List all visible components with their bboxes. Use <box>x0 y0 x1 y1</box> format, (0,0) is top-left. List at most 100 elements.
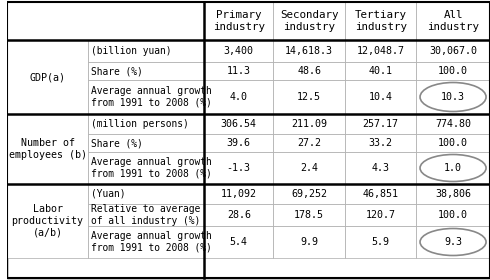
Text: 12,048.7: 12,048.7 <box>357 46 405 56</box>
Text: 39.6: 39.6 <box>227 138 251 148</box>
Text: -1.3: -1.3 <box>227 163 251 173</box>
Bar <box>345 184 416 204</box>
Text: Share (%): Share (%) <box>91 138 143 148</box>
Text: 257.17: 257.17 <box>363 119 399 129</box>
Text: 306.54: 306.54 <box>221 119 257 129</box>
Text: Relative to average
of all industry (%): Relative to average of all industry (%) <box>91 204 200 226</box>
Text: 211.09: 211.09 <box>291 119 327 129</box>
Text: 11.3: 11.3 <box>227 66 251 76</box>
Bar <box>273 226 345 258</box>
Text: 100.0: 100.0 <box>438 138 468 148</box>
Bar <box>7 184 88 258</box>
Bar <box>204 204 273 226</box>
Text: 48.6: 48.6 <box>297 66 321 76</box>
Text: 4.3: 4.3 <box>371 163 390 173</box>
Bar <box>88 204 204 226</box>
Bar <box>88 62 204 80</box>
Bar <box>345 2 416 40</box>
Bar <box>204 134 273 152</box>
Text: 178.5: 178.5 <box>294 210 324 220</box>
Bar <box>273 40 345 62</box>
Text: 120.7: 120.7 <box>366 210 395 220</box>
Bar <box>204 152 273 184</box>
Bar <box>416 2 490 40</box>
Bar <box>204 2 273 40</box>
Bar <box>88 80 204 114</box>
Bar <box>345 226 416 258</box>
Bar <box>345 114 416 134</box>
Text: Average annual growth
from 1991 to 2008 (%): Average annual growth from 1991 to 2008 … <box>91 157 212 179</box>
Text: (million persons): (million persons) <box>91 119 189 129</box>
Bar <box>345 62 416 80</box>
Bar <box>273 80 345 114</box>
Text: 1.0: 1.0 <box>444 163 462 173</box>
Text: (billion yuan): (billion yuan) <box>91 46 172 56</box>
Text: 40.1: 40.1 <box>368 66 392 76</box>
Text: Labor
productivity
(a/b): Labor productivity (a/b) <box>12 204 84 238</box>
Bar <box>88 40 204 62</box>
Bar <box>204 114 273 134</box>
Bar <box>7 114 88 184</box>
Text: GDP(a): GDP(a) <box>29 72 66 82</box>
Text: All
industry: All industry <box>427 10 479 32</box>
Bar <box>88 226 204 258</box>
Bar <box>273 204 345 226</box>
Bar <box>204 226 273 258</box>
Bar <box>416 80 490 114</box>
Text: (Yuan): (Yuan) <box>91 189 125 199</box>
Text: Average annual growth
from 1991 to 2008 (%): Average annual growth from 1991 to 2008 … <box>91 86 212 108</box>
Bar <box>345 204 416 226</box>
Bar <box>416 114 490 134</box>
Text: 38,806: 38,806 <box>435 189 471 199</box>
Text: Tertiary
industry: Tertiary industry <box>355 10 407 32</box>
Bar <box>416 152 490 184</box>
Text: 28.6: 28.6 <box>227 210 251 220</box>
Bar <box>345 80 416 114</box>
Bar <box>345 40 416 62</box>
Bar <box>416 62 490 80</box>
Bar <box>204 40 273 62</box>
Bar <box>273 114 345 134</box>
Text: Average annual growth
from 1991 to 2008 (%): Average annual growth from 1991 to 2008 … <box>91 231 212 253</box>
Bar <box>416 40 490 62</box>
Text: Secondary
industry: Secondary industry <box>280 10 339 32</box>
Bar <box>204 80 273 114</box>
Bar <box>273 134 345 152</box>
Bar <box>273 184 345 204</box>
Text: Primary
industry: Primary industry <box>213 10 265 32</box>
Text: 10.3: 10.3 <box>441 92 465 102</box>
Text: Share (%): Share (%) <box>91 66 143 76</box>
Bar <box>273 2 345 40</box>
Text: 10.4: 10.4 <box>368 92 392 102</box>
Text: 3,400: 3,400 <box>224 46 254 56</box>
Bar <box>7 40 88 114</box>
Text: 27.2: 27.2 <box>297 138 321 148</box>
Bar <box>88 114 204 134</box>
Bar <box>345 152 416 184</box>
Bar <box>416 204 490 226</box>
Bar <box>416 226 490 258</box>
Bar <box>88 134 204 152</box>
Bar <box>345 134 416 152</box>
Bar <box>416 134 490 152</box>
Text: 4.0: 4.0 <box>230 92 248 102</box>
Text: 11,092: 11,092 <box>221 189 257 199</box>
Bar <box>273 62 345 80</box>
Text: 30,067.0: 30,067.0 <box>429 46 477 56</box>
Text: 5.4: 5.4 <box>230 237 248 247</box>
Bar <box>88 152 204 184</box>
Text: 12.5: 12.5 <box>297 92 321 102</box>
Bar <box>88 184 204 204</box>
Text: 33.2: 33.2 <box>368 138 392 148</box>
Text: Number of
employees (b): Number of employees (b) <box>9 138 87 160</box>
Bar <box>204 184 273 204</box>
Text: 14,618.3: 14,618.3 <box>285 46 333 56</box>
Text: 46,851: 46,851 <box>363 189 399 199</box>
Bar <box>273 152 345 184</box>
Text: 100.0: 100.0 <box>438 66 468 76</box>
Bar <box>204 62 273 80</box>
Text: 5.9: 5.9 <box>371 237 390 247</box>
Text: 9.3: 9.3 <box>444 237 462 247</box>
Text: 2.4: 2.4 <box>300 163 318 173</box>
Bar <box>416 184 490 204</box>
